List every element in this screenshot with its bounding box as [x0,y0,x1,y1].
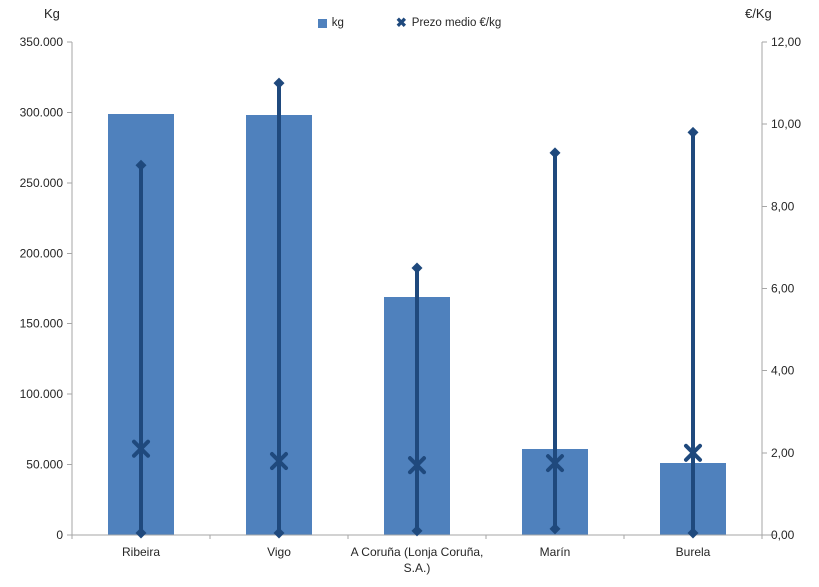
category-label-0: Ribeira [121,545,160,559]
avg-price-marker-0 [132,439,150,458]
left-axis-tick-label: 50.000 [26,458,63,472]
category-label-1: Vigo [267,545,291,559]
category-label-3: Marín [539,545,571,559]
max-price-marker-0 [135,159,147,171]
right-axis-tick-label: 2,00 [771,446,795,460]
right-axis-tick-label: 10,00 [771,117,801,131]
left-axis-tick-label: 250.000 [20,176,64,190]
right-axis-title: €/Kg [745,6,772,21]
right-axis-tick-label: 6,00 [771,282,795,296]
left-axis-tick-label: 300.000 [20,105,64,119]
left-axis-tick-label: 200.000 [20,246,64,260]
left-axis-tick-label: 350.000 [20,35,64,49]
min-price-marker-0 [135,527,147,539]
legend: kg ✖ Prezo medio €/kg [0,15,819,30]
left-axis-tick-label: 100.000 [20,387,64,401]
max-price-marker-3 [549,147,561,159]
min-price-marker-1 [273,527,285,539]
min-price-marker-4 [687,527,699,539]
left-axis-tick-label: 0 [56,528,63,542]
avg-price-marker-1 [270,452,288,471]
right-axis-tick-label: 0,00 [771,528,795,542]
category-label-2: A Coruña (Lonja Coruña, S.A.) [350,545,484,575]
legend-label-prezo-medio: Prezo medio €/kg [411,17,502,29]
right-axis-tick-label: 12,00 [771,35,801,49]
category-label-4: Burela [675,545,711,559]
x-marker-icon: ✖ [395,15,407,30]
max-price-marker-2 [411,262,423,274]
avg-price-marker-2 [408,456,426,475]
avg-price-marker-3 [546,454,564,473]
bar-series-swatch-icon [317,18,327,28]
legend-item-prezo-medio: ✖ Prezo medio €/kg [395,15,502,30]
max-price-marker-1 [273,77,285,89]
left-axis-title: Kg [44,6,60,21]
min-price-marker-3 [549,523,561,535]
right-axis-tick-label: 8,00 [771,199,795,213]
avg-price-marker-4 [684,443,702,462]
max-price-marker-4 [687,126,699,138]
legend-label-kg: kg [331,17,344,29]
legend-item-kg: kg [317,17,344,29]
min-price-marker-2 [411,525,423,537]
right-axis-tick-label: 4,00 [771,364,795,378]
left-axis-tick-label: 150.000 [20,317,64,331]
